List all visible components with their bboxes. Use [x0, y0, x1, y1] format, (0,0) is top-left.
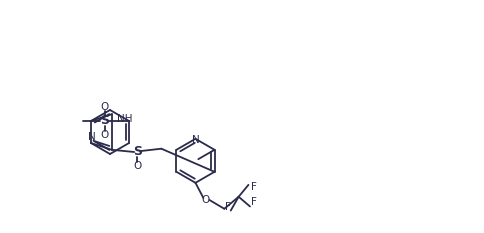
Text: F: F [225, 202, 231, 212]
Text: NH: NH [117, 114, 132, 124]
Text: O: O [201, 195, 210, 205]
Text: S: S [100, 114, 109, 127]
Text: O: O [101, 102, 109, 112]
Text: F: F [251, 197, 257, 207]
Text: F: F [252, 182, 257, 192]
Text: N: N [192, 135, 199, 145]
Text: O: O [133, 161, 141, 171]
Text: S: S [133, 145, 142, 158]
Text: O: O [101, 130, 109, 140]
Text: N: N [88, 132, 96, 142]
